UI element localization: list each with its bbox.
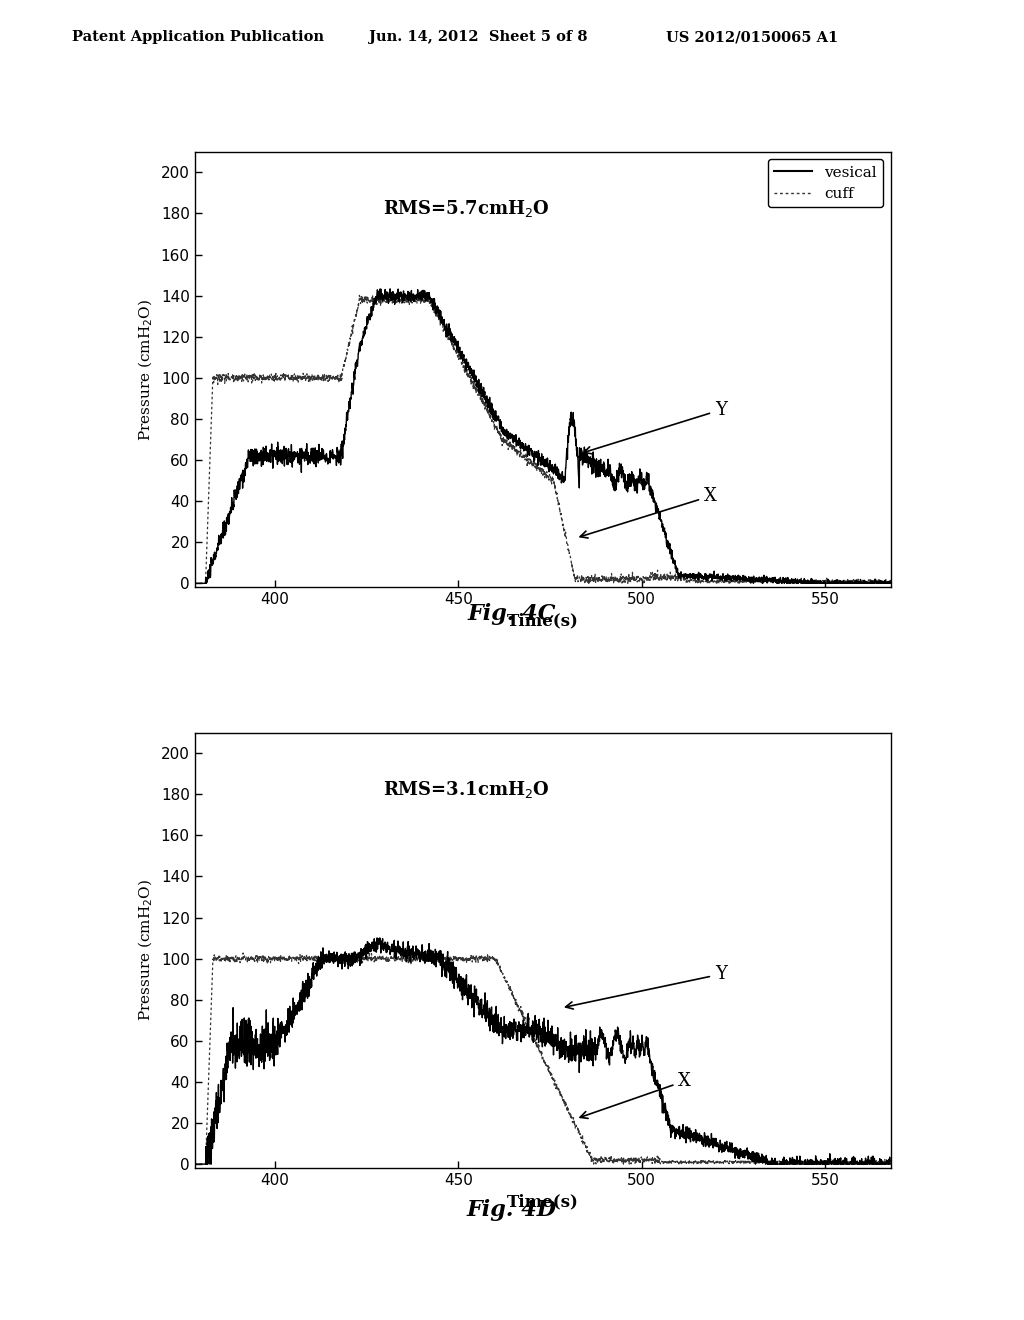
Text: RMS=3.1cmH$_2$O: RMS=3.1cmH$_2$O (383, 779, 550, 800)
Legend: vesical, cuff: vesical, cuff (768, 160, 884, 207)
Y-axis label: Pressure (cmH$_2$O): Pressure (cmH$_2$O) (137, 298, 156, 441)
X-axis label: Time(s): Time(s) (507, 612, 579, 630)
X-axis label: Time(s): Time(s) (507, 1193, 579, 1210)
Y-axis label: Pressure (cmH$_2$O): Pressure (cmH$_2$O) (137, 879, 156, 1022)
Text: Y: Y (584, 401, 727, 454)
Text: US 2012/0150065 A1: US 2012/0150065 A1 (666, 30, 838, 45)
Text: RMS=5.7cmH$_2$O: RMS=5.7cmH$_2$O (383, 198, 550, 219)
Text: Patent Application Publication: Patent Application Publication (72, 30, 324, 45)
Text: X: X (580, 1072, 691, 1118)
Text: Fig. 4C: Fig. 4C (468, 603, 556, 624)
Text: Fig. 4D: Fig. 4D (467, 1200, 557, 1221)
Text: Jun. 14, 2012  Sheet 5 of 8: Jun. 14, 2012 Sheet 5 of 8 (369, 30, 587, 45)
Text: Y: Y (565, 965, 727, 1008)
Text: X: X (581, 487, 717, 539)
